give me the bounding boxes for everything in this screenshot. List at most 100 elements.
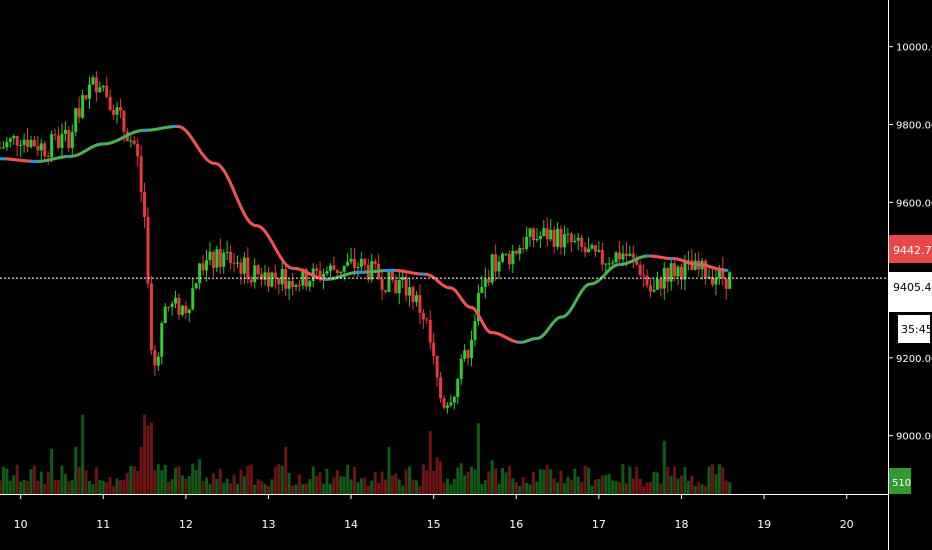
volume-bar xyxy=(459,463,463,494)
volume-bar xyxy=(153,470,157,494)
candle-body xyxy=(580,237,584,247)
volume-bar xyxy=(652,472,656,494)
volume-bar xyxy=(411,479,415,494)
volume-bar xyxy=(535,481,539,494)
volume-bar xyxy=(287,472,291,494)
volume-bar xyxy=(683,467,687,494)
candle-body xyxy=(29,139,33,148)
candle-body xyxy=(253,265,257,283)
volume-bar xyxy=(339,476,343,494)
price-tick-label: 9800.00 xyxy=(896,120,932,131)
candle-body xyxy=(57,135,61,148)
candle-body xyxy=(566,233,570,235)
volume-bar xyxy=(480,483,484,494)
candle-body xyxy=(425,319,429,321)
candle-body xyxy=(129,140,133,142)
volume-bar xyxy=(528,484,532,494)
candle-body xyxy=(587,248,591,253)
volume-bar xyxy=(346,464,350,494)
volume-bar xyxy=(394,473,398,494)
candle-body xyxy=(624,253,628,256)
candle-body xyxy=(101,85,105,88)
volume-bar xyxy=(211,473,215,494)
volume-bar xyxy=(649,481,653,494)
candle-body xyxy=(645,275,649,286)
volume-bar xyxy=(342,476,346,494)
candle-body xyxy=(201,263,205,271)
candle-body xyxy=(593,245,597,252)
candle-body xyxy=(222,252,226,267)
volume-bar xyxy=(518,485,522,494)
volume-bar xyxy=(328,483,332,494)
price-axis[interactable]: 10000.00 9800.00 9600.00 9200.00 9000.00 xyxy=(888,43,932,443)
candle-body xyxy=(115,107,119,115)
candle-body xyxy=(36,146,40,151)
volume-bar xyxy=(304,483,308,494)
volume-bar xyxy=(194,469,198,494)
volume-bar xyxy=(218,468,222,494)
volume-bar xyxy=(387,447,391,494)
candle-body xyxy=(476,293,480,322)
candle-body xyxy=(315,268,319,271)
candle-body xyxy=(528,228,532,237)
candle-body xyxy=(118,107,122,111)
candle-body xyxy=(156,356,160,366)
candlesticks xyxy=(0,71,732,414)
volume-bar xyxy=(428,430,432,494)
volume-bar xyxy=(380,471,384,494)
candle-body xyxy=(549,229,553,240)
volume-bar xyxy=(125,472,129,494)
volume-bar xyxy=(198,459,202,494)
volume-bar xyxy=(122,480,126,494)
volume-bar xyxy=(256,479,260,494)
candle-body xyxy=(621,253,625,260)
volume-bar xyxy=(205,477,209,494)
volume-bar xyxy=(549,469,553,494)
volume-bar xyxy=(235,484,239,494)
candle-body xyxy=(174,297,178,304)
candle-body xyxy=(459,358,463,380)
candle-body xyxy=(542,228,546,236)
candle-body xyxy=(215,249,219,268)
volume-bar xyxy=(60,465,64,494)
volume-bar xyxy=(22,479,26,494)
candle-body xyxy=(638,264,642,275)
candle-body xyxy=(649,285,653,292)
volume-bar xyxy=(449,484,453,494)
candle-body xyxy=(456,379,460,397)
candle-body xyxy=(273,272,277,278)
volume-bar xyxy=(318,472,322,494)
price-tick-label: 9200.00 xyxy=(896,354,932,365)
volume-bar xyxy=(710,464,714,494)
volume-bar xyxy=(94,467,98,494)
time-tick-label: 20 xyxy=(840,518,854,531)
volume-bar xyxy=(463,475,467,494)
volume-bar xyxy=(655,472,659,494)
candle-body xyxy=(483,278,487,287)
candle-body xyxy=(167,306,171,308)
candle-body xyxy=(335,269,339,274)
volume-bar xyxy=(32,465,36,494)
ma-value-badge-bg xyxy=(889,235,932,263)
candle-body xyxy=(187,309,191,314)
volume-bar xyxy=(253,484,257,494)
volume-bar xyxy=(587,467,591,494)
volume-bar xyxy=(5,468,9,494)
candle-body xyxy=(673,263,677,277)
volume-bar xyxy=(308,479,312,494)
volume-bar xyxy=(494,468,498,494)
candle-body xyxy=(714,278,718,285)
candle-body xyxy=(353,258,357,268)
volume-bar xyxy=(624,483,628,494)
volume-bar xyxy=(566,476,570,494)
candle-body xyxy=(160,323,164,357)
candle-body xyxy=(559,228,563,248)
volume-bar xyxy=(686,480,690,494)
candle-body xyxy=(263,272,267,280)
time-axis[interactable]: 10 11 12 13 14 15 16 17 18 19 20 xyxy=(14,494,854,531)
volume-bar xyxy=(12,475,16,494)
volume-bar xyxy=(597,479,601,494)
volume-bar xyxy=(118,480,122,494)
